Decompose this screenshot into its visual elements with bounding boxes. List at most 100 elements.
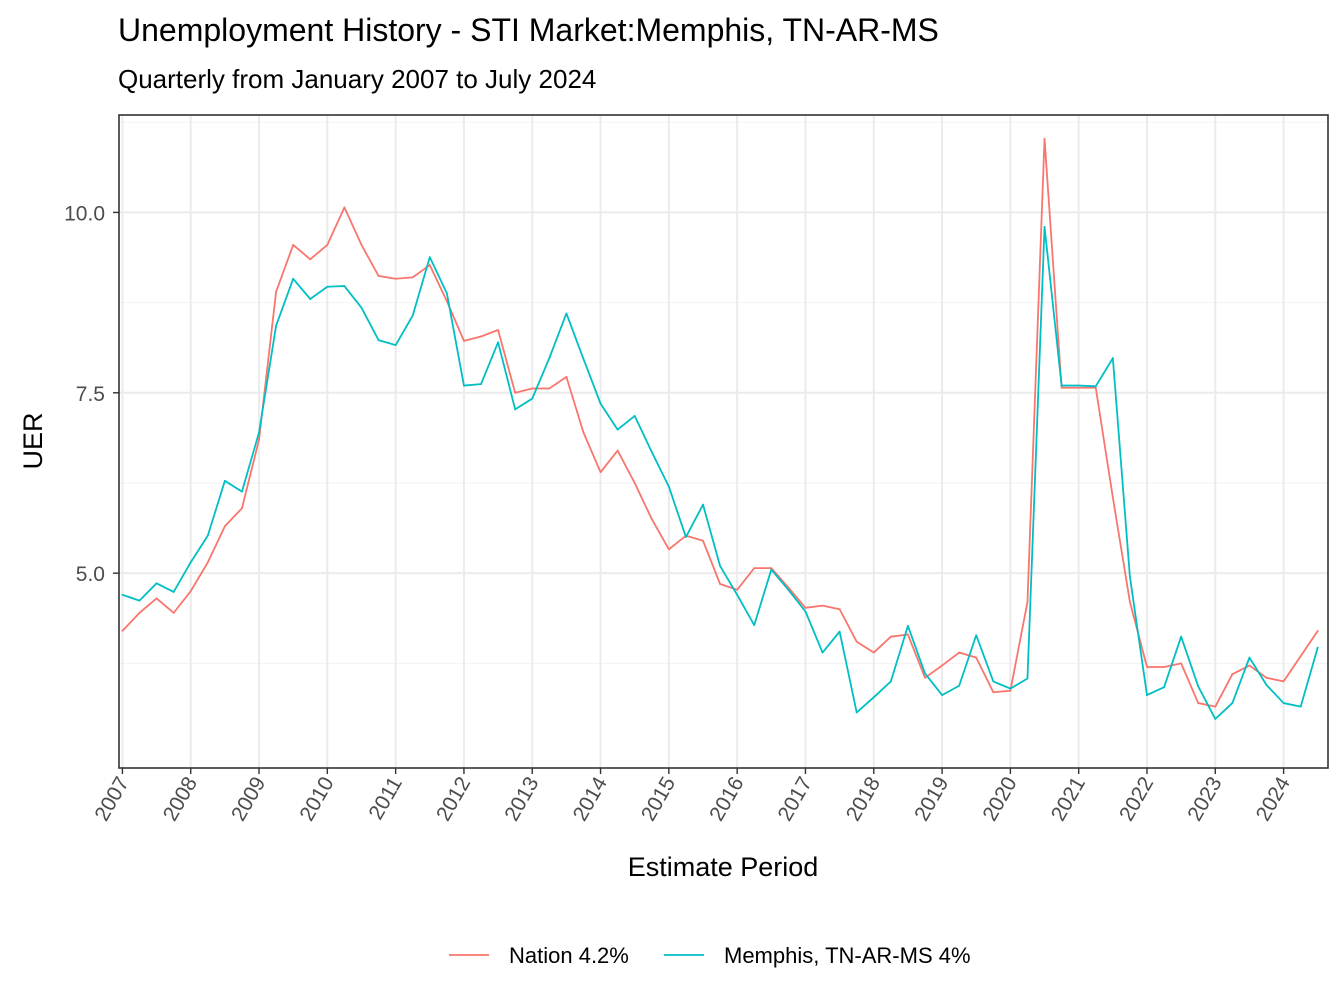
data-point xyxy=(650,451,653,453)
data-point xyxy=(753,567,756,570)
data-point xyxy=(1265,676,1268,679)
data-point xyxy=(770,568,773,571)
data-point xyxy=(582,357,585,360)
data-point xyxy=(206,534,209,537)
y-axis: 5.0 7.5 10.0 xyxy=(64,202,119,586)
data-point xyxy=(1094,385,1097,388)
data-point xyxy=(1299,705,1302,708)
y-tick-label: 10.0 xyxy=(64,202,105,225)
data-point xyxy=(992,691,995,694)
x-tick-label: 2016 xyxy=(705,773,748,825)
data-point xyxy=(1094,386,1097,389)
y-tick-label: 7.5 xyxy=(76,383,105,406)
data-point xyxy=(292,277,295,280)
data-point xyxy=(787,588,790,591)
data-point xyxy=(1043,225,1046,228)
data-point xyxy=(1077,386,1080,389)
data-point xyxy=(838,608,841,611)
data-point xyxy=(1248,664,1251,667)
legend-label-memphis: Memphis, TN-AR-MS 4% xyxy=(724,943,971,968)
data-point xyxy=(480,383,482,386)
data-point xyxy=(924,676,926,679)
data-point xyxy=(1316,630,1319,632)
data-point xyxy=(463,339,465,342)
data-point xyxy=(445,292,448,295)
x-axis-title: Estimate Period xyxy=(628,852,819,882)
legend: Nation 4.2% Memphis, TN-AR-MS 4% xyxy=(449,943,971,968)
data-point xyxy=(394,344,397,347)
data-point xyxy=(1009,689,1012,692)
data-point xyxy=(685,536,687,538)
data-point xyxy=(616,428,619,431)
data-point xyxy=(189,561,192,564)
data-point xyxy=(1009,687,1012,690)
plot-panel-border xyxy=(118,114,1329,769)
data-point xyxy=(941,694,943,697)
data-point xyxy=(924,672,926,675)
data-point xyxy=(172,611,175,614)
data-point xyxy=(241,490,243,493)
data-point xyxy=(633,482,636,484)
x-tick-label: 2007 xyxy=(90,773,133,825)
data-point xyxy=(138,599,141,602)
data-point xyxy=(1180,662,1183,665)
chart-title: Unemployment History - STI Market:Memphi… xyxy=(118,12,939,48)
data-point xyxy=(138,611,141,614)
data-point xyxy=(428,264,431,266)
data-point xyxy=(582,431,585,434)
data-point xyxy=(1111,496,1114,499)
data-point xyxy=(206,561,209,564)
data-point xyxy=(1180,635,1183,638)
data-point xyxy=(804,610,807,613)
data-point xyxy=(1282,702,1285,704)
data-point xyxy=(223,525,226,528)
data-point xyxy=(258,431,260,434)
chart-subtitle: Quarterly from January 2007 to July 2024 xyxy=(118,64,597,94)
data-point xyxy=(241,507,243,510)
data-point xyxy=(702,539,704,542)
data-point xyxy=(753,624,756,627)
data-point xyxy=(975,634,978,637)
data-point xyxy=(855,711,858,714)
data-point xyxy=(343,206,346,209)
data-point xyxy=(1026,677,1029,680)
data-point xyxy=(1316,646,1319,649)
data-point xyxy=(838,630,841,633)
data-point xyxy=(1197,685,1200,688)
data-point xyxy=(907,624,909,627)
legend-label-nation: Nation 4.2% xyxy=(509,943,629,968)
data-point xyxy=(633,414,636,417)
data-point xyxy=(992,680,995,683)
data-point xyxy=(958,651,961,654)
data-point xyxy=(428,256,431,259)
data-point xyxy=(719,565,721,567)
x-tick-label: 2011 xyxy=(364,773,407,824)
x-axis: 2007 2008 2009 2010 2011 2012 2013 2014 2015 2016… xyxy=(90,768,1295,825)
data-point xyxy=(377,339,380,342)
data-point xyxy=(394,277,397,280)
data-point xyxy=(1146,666,1148,668)
data-point xyxy=(223,479,226,482)
data-point xyxy=(650,518,653,520)
data-point xyxy=(1060,384,1063,387)
data-point xyxy=(155,597,158,600)
x-tick-label: 2019 xyxy=(910,773,953,825)
x-tick-label: 2008 xyxy=(159,773,202,825)
series-points-0 xyxy=(121,137,1319,708)
data-point xyxy=(667,548,670,551)
data-point xyxy=(1111,357,1114,360)
data-point xyxy=(531,387,534,390)
data-point xyxy=(907,633,909,636)
data-point xyxy=(855,640,858,643)
x-tick-label: 2010 xyxy=(295,773,338,825)
data-point xyxy=(1129,601,1131,603)
x-tick-label: 2022 xyxy=(1115,773,1158,825)
data-point xyxy=(121,630,124,632)
data-point xyxy=(1214,705,1217,708)
series-layer xyxy=(121,137,1319,720)
minor-grid xyxy=(119,121,1328,664)
y-axis-title: UER xyxy=(18,412,48,469)
data-point xyxy=(872,651,875,654)
x-tick-label: 2023 xyxy=(1183,773,1226,825)
